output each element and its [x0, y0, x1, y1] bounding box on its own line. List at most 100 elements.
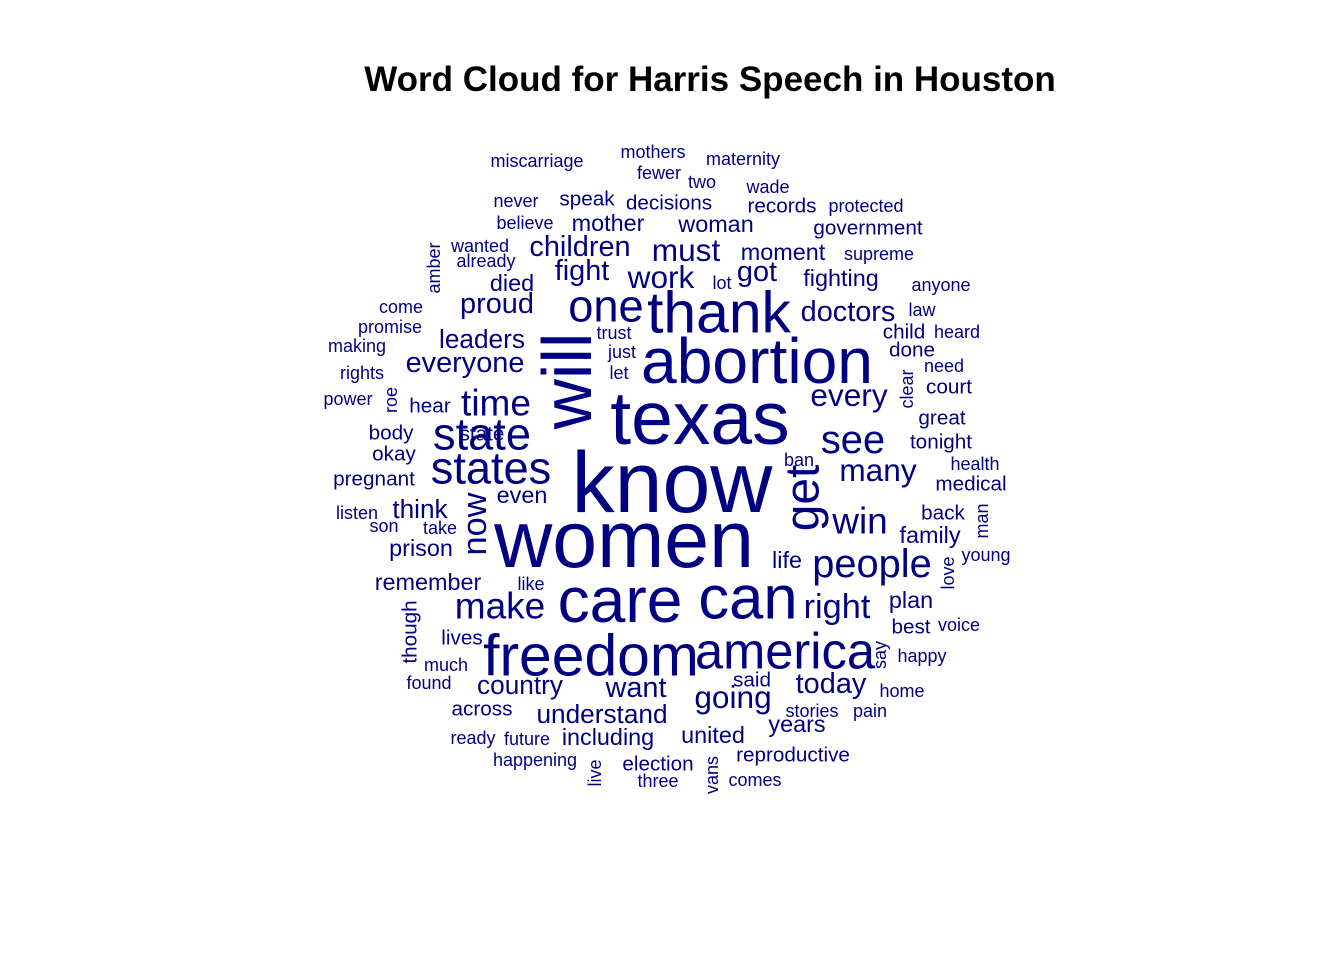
- word-ban: ban: [784, 450, 814, 470]
- word-amber: amber: [424, 242, 444, 293]
- word-today: today: [796, 668, 867, 700]
- word-child: child: [883, 321, 926, 344]
- word-heard: heard: [934, 322, 980, 342]
- word-just: just: [607, 342, 636, 362]
- word-stories: stories: [785, 701, 838, 721]
- word-right: right: [804, 588, 871, 626]
- word-need: need: [924, 356, 964, 376]
- word-abortion: abortion: [641, 325, 873, 397]
- word-records: records: [748, 195, 817, 218]
- word-country: country: [477, 670, 564, 700]
- word-protected: protected: [828, 196, 903, 216]
- word-mothers: mothers: [620, 142, 685, 162]
- word-work: work: [627, 259, 695, 295]
- word-two: two: [688, 172, 716, 192]
- word-people: people: [812, 542, 932, 586]
- word-power: power: [323, 389, 372, 409]
- word-medical: medical: [935, 473, 1006, 496]
- word-future: future: [504, 729, 550, 749]
- word-tonight: tonight: [910, 431, 972, 454]
- word-happy: happy: [897, 646, 946, 666]
- word-leaders: leaders: [439, 324, 525, 354]
- word-wade: wade: [745, 177, 789, 197]
- word-fight: fight: [555, 255, 610, 287]
- word-government: government: [813, 217, 922, 240]
- word-health: health: [950, 454, 999, 474]
- word-prison: prison: [389, 535, 453, 561]
- word-maternity: maternity: [706, 149, 780, 169]
- word-plan: plan: [889, 587, 933, 613]
- word-died: died: [490, 270, 534, 296]
- word-state: state: [433, 409, 531, 460]
- word-see: see: [821, 418, 885, 462]
- word-got: got: [737, 256, 777, 288]
- word-comes: comes: [728, 770, 781, 790]
- word-like: like: [517, 574, 544, 594]
- word-everyone: everyone: [406, 347, 525, 379]
- word-roe: roe: [381, 387, 401, 413]
- word-love: love: [938, 556, 958, 589]
- word-states: states: [431, 443, 552, 494]
- word-remember: remember: [375, 569, 482, 595]
- word-mother: mother: [572, 210, 645, 236]
- word-body: body: [369, 422, 415, 445]
- word-much: much: [424, 655, 468, 675]
- word-court: court: [926, 376, 972, 399]
- word-lives: lives: [441, 627, 482, 650]
- word-reproductive: reproductive: [736, 744, 850, 767]
- word-ready: ready: [450, 728, 495, 748]
- word-life: life: [772, 547, 802, 573]
- word-across: across: [452, 698, 513, 721]
- word-happening: happening: [493, 750, 577, 770]
- word-care: care: [558, 564, 683, 636]
- word-believe: believe: [496, 213, 553, 233]
- word-want: want: [604, 672, 666, 704]
- word-lot: lot: [712, 273, 731, 293]
- word-voice: voice: [938, 615, 980, 635]
- word-pain: pain: [853, 701, 887, 721]
- word-including: including: [562, 724, 654, 750]
- word-must: must: [652, 232, 721, 268]
- word-speak: speak: [559, 188, 615, 211]
- word-time: time: [461, 383, 531, 424]
- word-vans: vans: [702, 756, 722, 794]
- word-get: get: [777, 465, 830, 532]
- word-trust: trust: [596, 323, 631, 343]
- word-thank: thank: [647, 281, 791, 346]
- word-great: great: [918, 407, 965, 430]
- word-many: many: [839, 452, 916, 488]
- word-man: man: [972, 503, 992, 538]
- word-already: already: [456, 251, 515, 271]
- word-now: now: [456, 492, 494, 555]
- word-doctors: doctors: [801, 296, 896, 328]
- word-proud: proud: [460, 288, 534, 320]
- word-every: every: [810, 377, 887, 413]
- word-clear: clear: [897, 369, 917, 408]
- word-going: going: [694, 679, 771, 715]
- word-years: years: [768, 711, 825, 737]
- word-freedom: freedom: [483, 624, 699, 689]
- word-back: back: [921, 502, 965, 525]
- word-america: america: [695, 623, 876, 680]
- word-done: done: [889, 339, 935, 362]
- word-think: think: [392, 494, 448, 524]
- word-women: women: [493, 495, 754, 585]
- word-though: though: [399, 600, 422, 663]
- word-make: make: [455, 586, 545, 627]
- word-texas: texas: [610, 376, 789, 460]
- word-decisions: decisions: [626, 192, 712, 215]
- word-law: law: [908, 300, 936, 320]
- word-come: come: [379, 297, 423, 317]
- word-listen: listen: [336, 503, 378, 523]
- word-hear: hear: [409, 395, 451, 418]
- word-united: united: [681, 722, 745, 748]
- word-never: never: [493, 191, 538, 211]
- word-fewer: fewer: [637, 163, 681, 183]
- word-let: let: [609, 363, 628, 383]
- word-know: know: [572, 435, 774, 531]
- word-found: found: [406, 673, 451, 693]
- word-anyone: anyone: [911, 275, 970, 295]
- word-home: home: [879, 681, 924, 701]
- word-will: will: [528, 333, 606, 431]
